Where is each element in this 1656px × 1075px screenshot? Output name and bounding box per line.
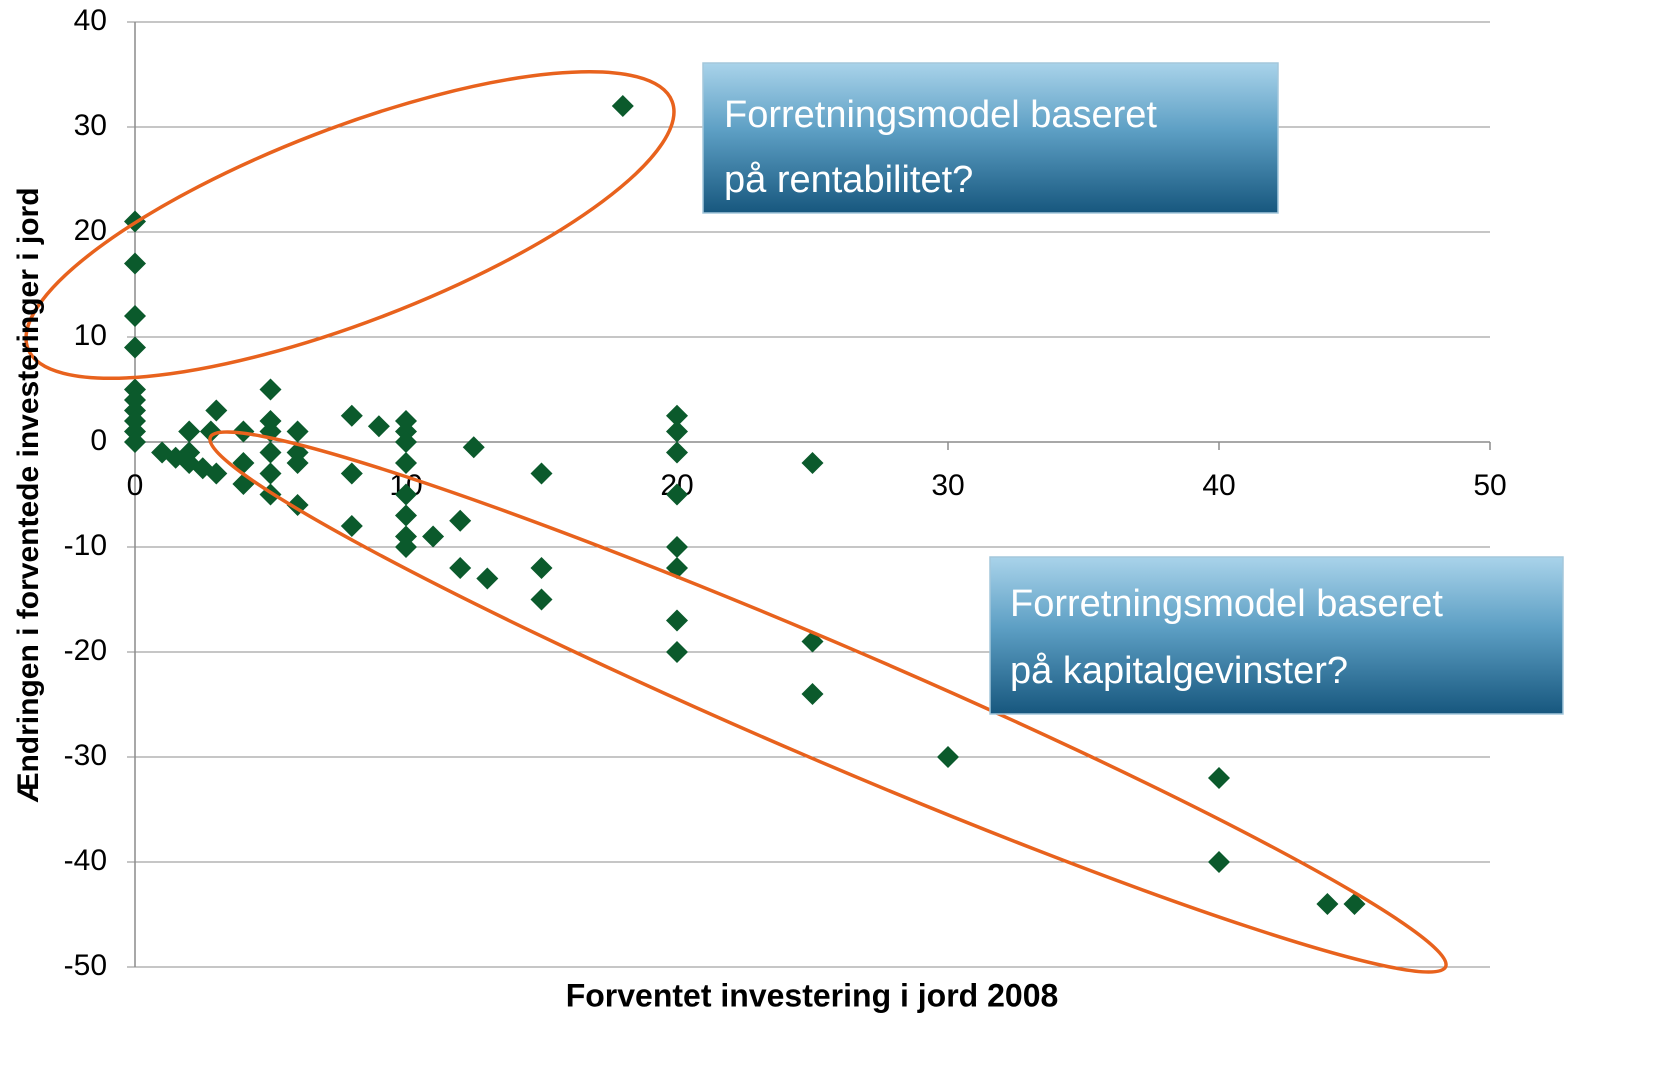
x-tick-label: 0 [127, 469, 144, 502]
point [666, 420, 688, 443]
y-tick-label: -20 [64, 634, 107, 667]
y-tick-label: 10 [74, 319, 107, 352]
point [666, 609, 688, 632]
point [611, 95, 634, 117]
point [259, 441, 282, 464]
annotation-box [702, 62, 1279, 214]
annotation-text: Forretningsmodel baseret [724, 94, 1157, 136]
x-tick-label: 40 [1202, 469, 1235, 502]
point [395, 536, 417, 558]
point [199, 420, 222, 443]
annotation-box [989, 556, 1564, 715]
point [259, 378, 282, 401]
point [937, 746, 959, 768]
point [340, 515, 363, 537]
point [801, 452, 824, 474]
highlight-ellipse [24, 69, 676, 381]
point [449, 557, 472, 579]
point [1316, 893, 1339, 915]
point [124, 431, 146, 453]
point [395, 452, 417, 474]
point [205, 462, 228, 485]
y-tick-label: -30 [64, 739, 107, 772]
point [666, 441, 688, 464]
point [395, 431, 417, 453]
point [286, 420, 309, 443]
point [666, 404, 688, 427]
point [259, 462, 282, 485]
y-tick-label: 30 [74, 109, 107, 142]
annotation-text: på rentabilitet? [724, 159, 973, 201]
point [1343, 893, 1366, 915]
point [124, 305, 146, 327]
point [178, 420, 201, 443]
y-tick-label: 0 [90, 424, 107, 457]
point [1208, 851, 1230, 873]
point [124, 252, 146, 275]
point [422, 525, 445, 548]
point [395, 504, 417, 527]
point [367, 415, 390, 438]
highlight-ellipse [208, 430, 1448, 974]
point [340, 462, 363, 485]
point [666, 641, 688, 663]
point [462, 436, 485, 459]
point [530, 588, 553, 611]
point [205, 399, 228, 422]
point [530, 557, 553, 579]
point [801, 683, 824, 705]
point [1208, 767, 1230, 789]
x-axis-title: Forventet investering i jord 2008 [566, 977, 1059, 1013]
point [666, 536, 688, 558]
point [530, 462, 553, 485]
point [124, 336, 146, 359]
y-tick-label: -40 [64, 844, 107, 877]
x-tick-label: 50 [1473, 469, 1506, 502]
point [449, 509, 472, 532]
point [666, 483, 688, 506]
point [395, 483, 417, 506]
y-tick-label: -10 [64, 529, 107, 562]
point [286, 452, 309, 474]
y-tick-label: 40 [74, 4, 107, 37]
annotation-text: Forretningsmodel baseret [1010, 583, 1443, 625]
point [476, 567, 499, 590]
y-axis-title: Ændringen i forventede investeringer i j… [12, 187, 45, 802]
annotation-text: på kapitalgevinster? [1010, 650, 1348, 692]
point [340, 404, 363, 427]
y-tick-label: 20 [74, 214, 107, 247]
y-tick-label: -50 [64, 949, 107, 982]
x-tick-label: 30 [931, 469, 964, 502]
